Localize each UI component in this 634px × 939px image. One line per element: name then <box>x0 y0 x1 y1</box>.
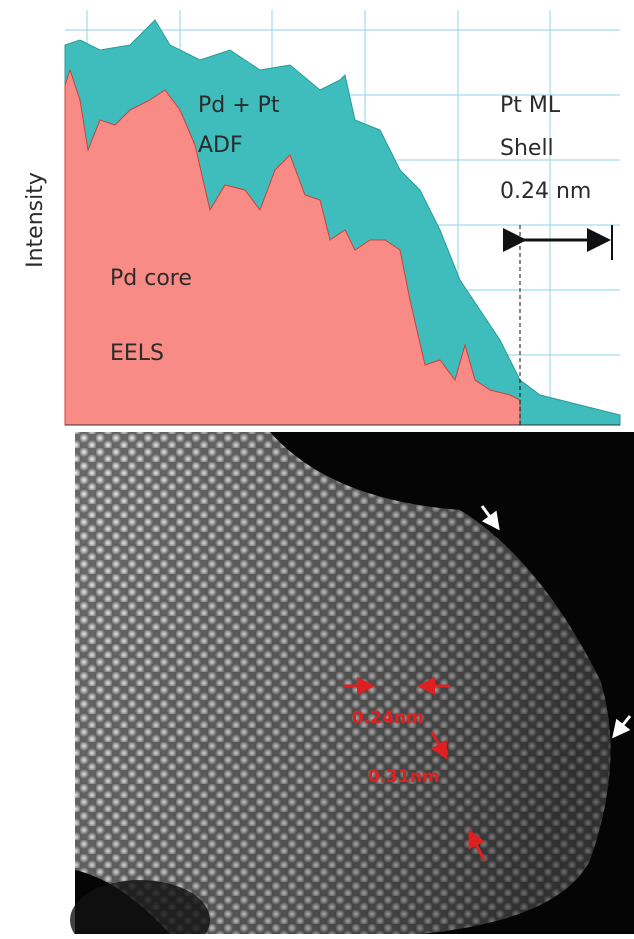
stem-image: 0.24nm 0.31nm <box>70 432 634 934</box>
figure: Intensity Pd + Pt ADF Pt ML Shell 0.24 n… <box>0 0 634 934</box>
spacing-label: 0.31nm <box>368 767 440 787</box>
profile-plot: Intensity Pd + Pt ADF Pt ML Shell 0.24 n… <box>23 10 620 425</box>
adf-label: ADF <box>198 133 243 158</box>
spacing-label: 0.24nm <box>352 708 424 728</box>
core-label: EELS <box>110 341 164 366</box>
shell-width: 0.24 nm <box>500 179 591 204</box>
page: Intensity Pd + Pt ADF Pt ML Shell 0.24 n… <box>0 0 634 939</box>
shell-label: Pt ML <box>500 93 561 118</box>
core-label: Pd core <box>110 266 192 291</box>
y-label: Intensity <box>23 172 48 268</box>
adf-label: Pd + Pt <box>198 93 280 118</box>
shell-label: Shell <box>500 136 554 161</box>
